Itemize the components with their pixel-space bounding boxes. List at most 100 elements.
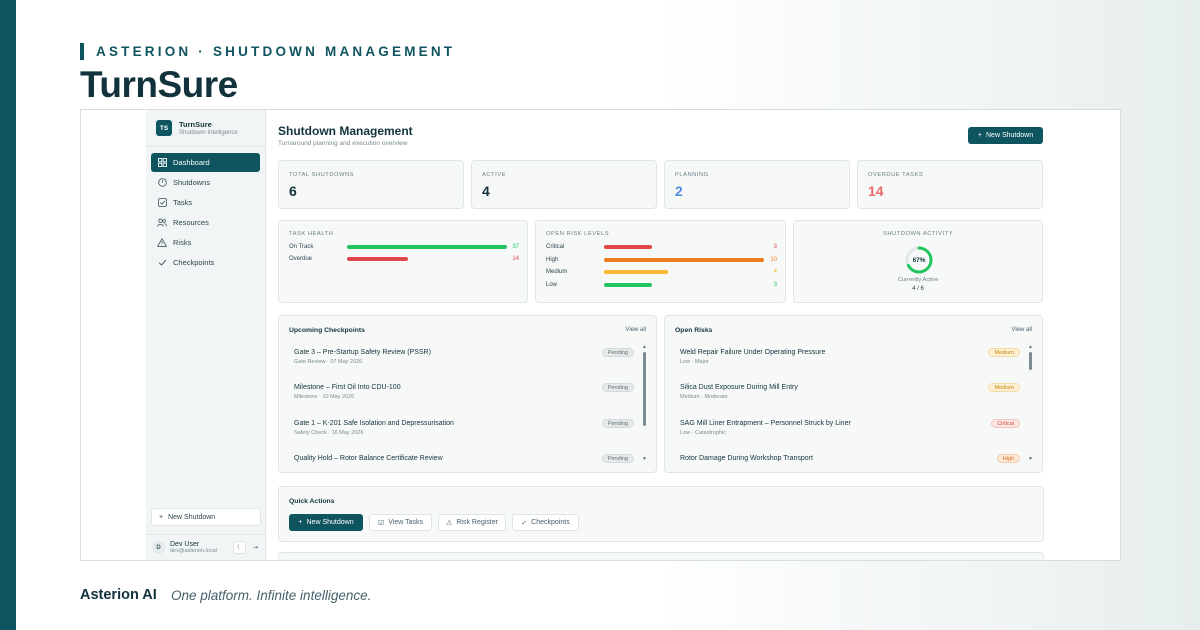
panel-title: Open Risks: [675, 327, 713, 334]
footer-brand: Asterion AI: [80, 587, 157, 603]
next-section-edge: [278, 552, 1044, 560]
scroll-thumb[interactable]: [643, 352, 646, 426]
sidebar-new-shutdown-button[interactable]: + New Shutdown: [151, 508, 261, 526]
scroll-up-icon[interactable]: ▲: [642, 344, 647, 350]
task-health-row: Overdue 14: [289, 255, 519, 263]
quick-new-shutdown-button[interactable]: + New Shutdown: [289, 514, 363, 531]
status-badge: Pending: [601, 348, 634, 357]
stat-card-planning[interactable]: PLANNING 2: [664, 160, 850, 209]
stat-card-active[interactable]: ACTIVE 4: [471, 160, 657, 209]
status-badge: Medium: [988, 383, 1020, 392]
checkbox-icon: [157, 198, 167, 208]
app-logo[interactable]: TS: [156, 120, 172, 136]
eyebrow-marker: [80, 43, 84, 60]
stat-label: PLANNING: [675, 172, 709, 178]
scroll-up-icon[interactable]: ▲: [1028, 344, 1033, 350]
bar-value: 4: [773, 269, 777, 275]
bar-value: 10: [770, 256, 777, 263]
checkpoints-scrollbar[interactable]: ▲ ▼: [642, 344, 647, 464]
avatar[interactable]: D: [152, 541, 165, 554]
item-title: Gate 1 – K-201 Safe Isolation and Depres…: [294, 420, 454, 427]
users-icon: [157, 218, 167, 228]
new-shutdown-button[interactable]: + New Shutdown: [968, 127, 1043, 144]
sidebar-item-label: Checkpoints: [173, 258, 215, 267]
risk-level-row: Low 3: [546, 281, 777, 289]
panel-title: Upcoming Checkpoints: [289, 327, 365, 334]
moon-icon: ☾: [236, 545, 243, 551]
shutdown-activity-panel: SHUTDOWN ACTIVITY 67% Currently Active 4…: [793, 220, 1043, 303]
status-badge: Pending: [601, 419, 634, 428]
list-item[interactable]: Gate 3 – Pre-Startup Safety Review (PSSR…: [294, 348, 634, 371]
bar-label: Critical: [546, 244, 565, 250]
stat-card-total-shutdowns[interactable]: TOTAL SHUTDOWNS 6: [278, 160, 464, 209]
quick-risk-register-button[interactable]: ⚠ Risk Register: [438, 514, 506, 531]
risks-view-all-link[interactable]: View all: [1011, 327, 1032, 333]
stat-value: 4: [482, 183, 490, 199]
stat-label: TOTAL SHUTDOWNS: [289, 172, 355, 178]
sidebar-item-dashboard[interactable]: Dashboard: [151, 153, 260, 172]
bar-fill: [347, 245, 507, 249]
list-item[interactable]: Milestone – First Oil Into CDU-100 Miles…: [294, 383, 634, 406]
theme-toggle-button[interactable]: ☾: [233, 541, 246, 554]
sidebar-item-label: Risks: [173, 238, 192, 247]
stat-label: OVERDUE TASKS: [868, 172, 924, 178]
quick-view-tasks-button[interactable]: ☑ View Tasks: [369, 514, 432, 531]
scroll-down-icon[interactable]: ▼: [1028, 456, 1033, 462]
item-title: Milestone – First Oil Into CDU-100: [294, 384, 401, 391]
scroll-thumb[interactable]: [1029, 352, 1032, 370]
bar-value: 3: [773, 244, 777, 250]
eyebrow-text: ASTERION · SHUTDOWN MANAGEMENT: [96, 44, 456, 59]
sidebar-new-shutdown-label: New Shutdown: [168, 513, 216, 521]
app-screenshot-frame: TS TurnSure Shutdown Intelligence Dashbo…: [80, 109, 1121, 561]
open-risk-levels-panel: OPEN RISK LEVELS Critical 3 High 10 Medi…: [535, 220, 786, 303]
stat-label: ACTIVE: [482, 172, 506, 178]
stat-value: 2: [675, 183, 683, 199]
bar-label: On Track: [289, 244, 314, 250]
sidebar-item-shutdowns[interactable]: Shutdowns: [151, 173, 260, 192]
footer-tagline: One platform. Infinite intelligence.: [171, 588, 372, 603]
status-badge: High: [996, 454, 1020, 463]
sidebar-item-risks[interactable]: Risks: [151, 233, 260, 252]
user-email: dev@asterion.local: [170, 548, 217, 554]
sidebar-divider: [146, 146, 265, 147]
sidebar: TS TurnSure Shutdown Intelligence Dashbo…: [146, 110, 266, 560]
bar-value: 14: [512, 256, 519, 262]
list-item[interactable]: Quality Hold – Rotor Balance Certificate…: [294, 454, 634, 467]
list-item[interactable]: Weld Repair Failure Under Operating Pres…: [680, 348, 1020, 371]
list-item[interactable]: Gate 1 – K-201 Safe Isolation and Depres…: [294, 419, 634, 442]
page-title: Shutdown Management: [278, 124, 413, 138]
item-meta: Safety Check · 16 May 2026: [294, 430, 364, 436]
check-icon: [157, 258, 167, 268]
risks-scrollbar[interactable]: ▲ ▼: [1028, 344, 1033, 464]
stat-value: 14: [868, 183, 884, 199]
bar-fill: [604, 257, 764, 262]
sidebar-item-tasks[interactable]: Tasks: [151, 193, 260, 212]
logout-button[interactable]: ⇥: [249, 541, 262, 554]
power-icon: [157, 178, 167, 188]
status-badge: Medium: [988, 348, 1020, 357]
sidebar-item-label: Dashboard: [173, 158, 210, 167]
sidebar-item-resources[interactable]: Resources: [151, 213, 260, 232]
check-icon: ✓: [521, 519, 528, 527]
stat-card-overdue-tasks[interactable]: OVERDUE TASKS 14: [857, 160, 1043, 209]
activity-caption: Currently Active: [897, 277, 939, 283]
bar-fill: [604, 282, 652, 287]
sidebar-item-label: Resources: [173, 218, 209, 227]
checkbox-icon: ☑: [377, 519, 385, 527]
checkpoints-view-all-link[interactable]: View all: [625, 327, 646, 333]
risk-level-row: High 10: [546, 256, 777, 264]
sidebar-item-checkpoints[interactable]: Checkpoints: [151, 253, 260, 272]
status-badge: Pending: [601, 383, 634, 392]
bar-label: Overdue: [289, 256, 313, 262]
panel-title: Quick Actions: [289, 498, 335, 505]
bar-track: [604, 270, 764, 274]
scroll-down-icon[interactable]: ▼: [642, 456, 647, 462]
list-item[interactable]: Rotor Damage During Workshop Transport H…: [680, 454, 1020, 467]
quick-checkpoints-button[interactable]: ✓ Checkpoints: [512, 514, 579, 531]
sidebar-item-label: Shutdowns: [173, 178, 211, 187]
list-item[interactable]: SAG Mill Liner Entrapment – Personnel St…: [680, 419, 1020, 442]
bar-label: Medium: [546, 269, 568, 275]
status-badge: Critical: [991, 419, 1020, 428]
sidebar-nav: Dashboard Shutdowns Tasks: [146, 147, 265, 272]
list-item[interactable]: Silica Dust Exposure During Mill Entry M…: [680, 383, 1020, 406]
